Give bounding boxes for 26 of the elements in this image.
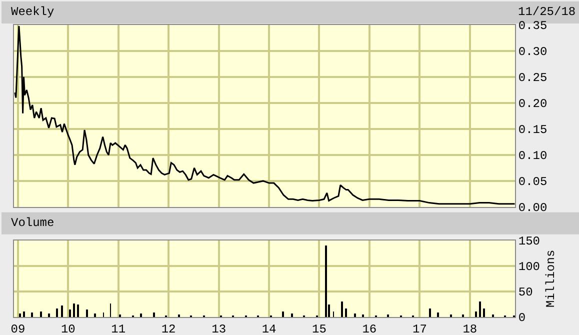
x-tick-label: 12 bbox=[161, 322, 176, 335]
x-tick-label: 18 bbox=[462, 322, 478, 335]
chart-title: Volume bbox=[11, 216, 54, 230]
y-tick-label: 0.30 bbox=[518, 45, 548, 60]
y-tick-label: 100 bbox=[518, 260, 540, 274]
y-tick-label: 0 bbox=[518, 311, 526, 326]
y-tick-label: 0.00 bbox=[518, 201, 548, 216]
x-tick-label: 14 bbox=[262, 322, 276, 335]
x-tick-label: 09 bbox=[10, 322, 26, 335]
x-tick-label: 15 bbox=[312, 322, 326, 335]
y-tick-label: 150 bbox=[518, 234, 540, 248]
chart-title: Weekly bbox=[11, 5, 54, 19]
x-tick-label: 17 bbox=[412, 322, 427, 335]
x-tick-label: 10 bbox=[60, 322, 76, 335]
y-tick-label: 0.05 bbox=[518, 175, 548, 190]
y-tick-label: 0.35 bbox=[518, 19, 548, 34]
y-tick-label: 0.20 bbox=[518, 97, 548, 112]
x-tick-label: 13 bbox=[212, 322, 226, 335]
y-tick-label: 0.10 bbox=[518, 149, 548, 164]
y-tick-label: 50 bbox=[518, 286, 533, 300]
x-tick-label: 11 bbox=[111, 322, 126, 335]
y-tick-label: 0.25 bbox=[518, 71, 548, 86]
y-tick-label: 0.15 bbox=[518, 123, 548, 138]
text: 11/25/18 bbox=[518, 5, 576, 19]
x-tick-label: 16 bbox=[362, 322, 377, 335]
y-axis-title: Millions bbox=[544, 250, 558, 308]
